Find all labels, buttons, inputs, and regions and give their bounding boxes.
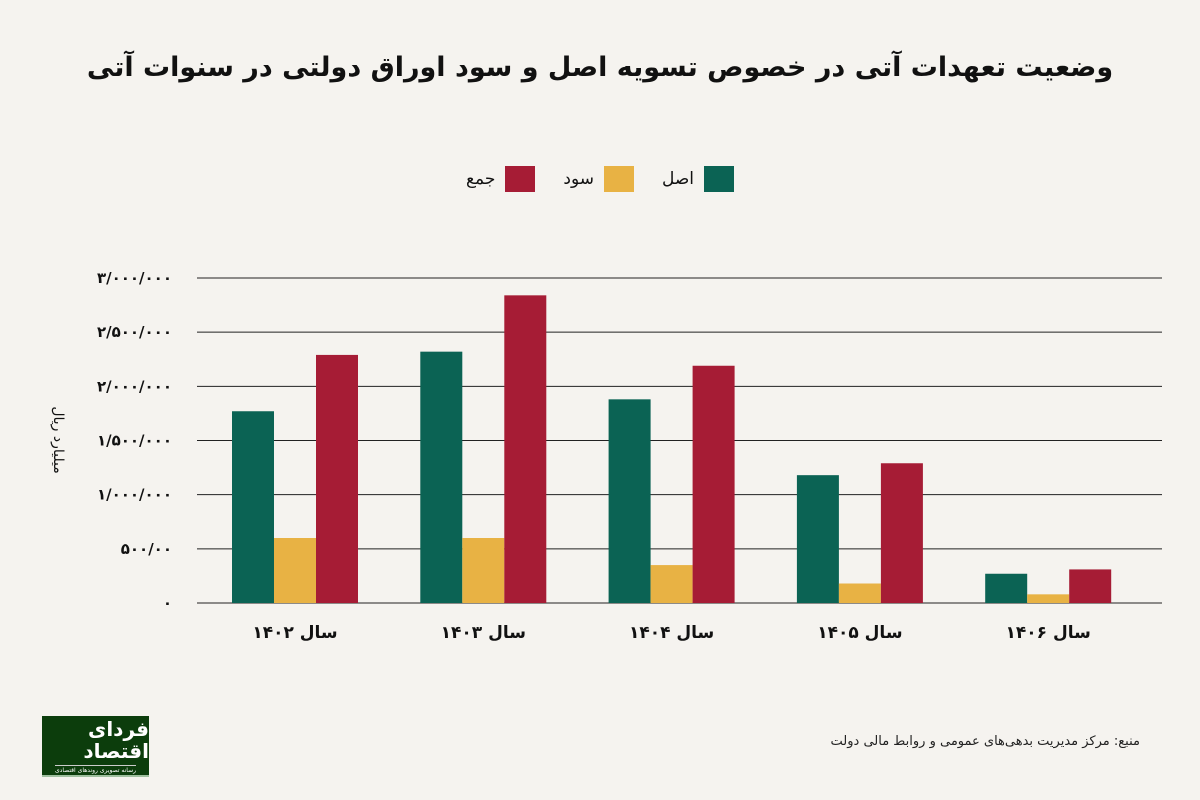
bar-total	[504, 295, 547, 603]
bar-interest	[650, 565, 693, 603]
logo-name: فردای اقتصاد	[83, 716, 149, 763]
bar-total	[880, 463, 923, 603]
y-tick-label: ۲/۰۰۰/۰۰۰	[97, 377, 172, 395]
y-tick-label: ۱/۵۰۰/۰۰۰	[97, 432, 172, 450]
y-tick-label: ۵۰۰/۰۰	[121, 540, 172, 558]
bar-interest	[1027, 594, 1070, 603]
legend-label-total: جمع	[465, 169, 496, 189]
bar-interest	[274, 538, 316, 603]
legend-label-principal: اصل	[661, 169, 695, 189]
legend-item-interest: سود	[563, 166, 634, 192]
legend-swatch-principal	[704, 166, 735, 192]
x-tick-label: سال ۱۴۰۶	[1006, 623, 1091, 643]
x-tick-label: سال ۱۴۰۳	[441, 623, 526, 643]
chart-title: وضعیت تعهدات آتی در خصوص تسویه اصل و سود…	[86, 52, 1114, 83]
y-tick-label: ۳/۰۰۰/۰۰۰	[97, 269, 172, 287]
legend-swatch-total	[505, 166, 536, 192]
y-tick-label: ۱/۰۰۰/۰۰۰	[97, 486, 172, 504]
bar-total	[692, 365, 735, 603]
y-axis-label: میلیارد ریال	[50, 406, 66, 473]
y-tick-label: ۰	[163, 594, 172, 612]
bar-principal	[232, 411, 274, 603]
bar-principal	[608, 399, 651, 603]
bar-principal	[420, 351, 463, 603]
x-tick-label: سال ۱۴۰۴	[629, 623, 714, 643]
legend-label-interest: سود	[563, 169, 594, 189]
legend: اصل سود جمع	[0, 166, 1200, 192]
y-tick-label: ۲/۵۰۰/۰۰۰	[97, 323, 172, 341]
bar-principal	[796, 475, 839, 603]
logo-tagline: رسانه تصویری روندهای اقتصادی	[54, 764, 137, 774]
logo: فردای اقتصاد رسانه تصویری روندهای اقتصاد…	[42, 716, 149, 777]
bar-total	[316, 354, 358, 603]
legend-item-total: جمع	[465, 166, 536, 192]
bar-interest	[838, 583, 881, 603]
bar-principal	[985, 573, 1028, 603]
x-tick-label: سال ۱۴۰۲	[252, 623, 337, 643]
legend-item-principal: اصل	[661, 166, 735, 192]
legend-swatch-interest	[603, 166, 634, 192]
bar-total	[1069, 569, 1112, 603]
x-tick-label: سال ۱۴۰۵	[817, 623, 902, 643]
source-note: منبع: مرکز مدیریت بدهی‌های عمومی و روابط…	[830, 734, 1140, 749]
bar-interest	[462, 538, 505, 603]
